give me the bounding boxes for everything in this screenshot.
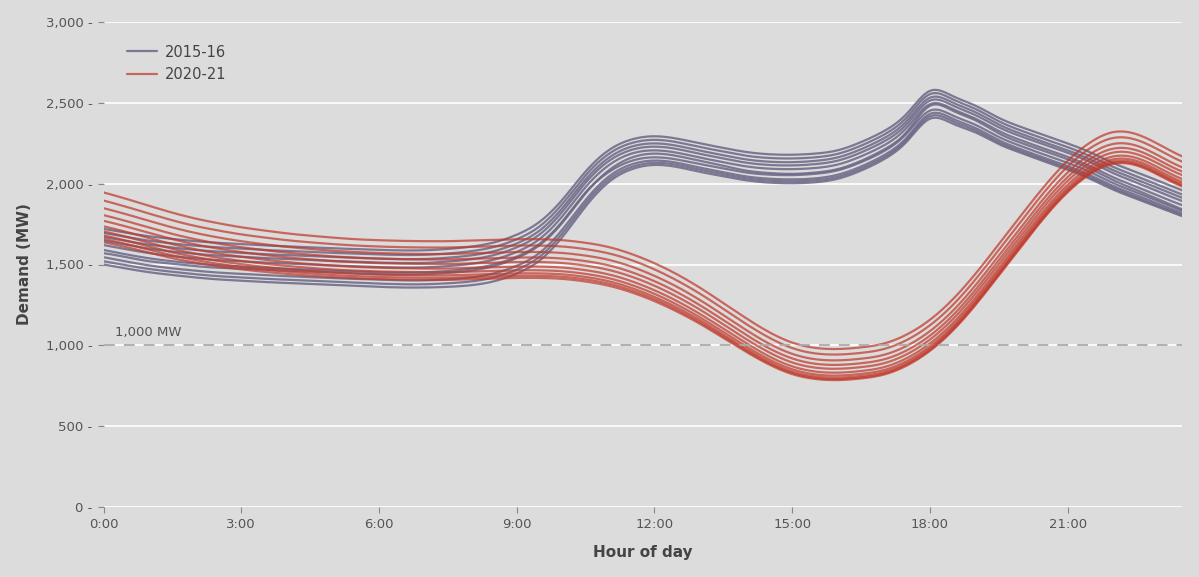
2015-16 <box>734 166 748 173</box>
2015-16 <box>397 271 411 278</box>
2020-21 <box>1114 128 1128 135</box>
2015-16 <box>819 168 833 175</box>
Text: 1,000 MW: 1,000 MW <box>115 326 181 339</box>
2015-16 <box>288 268 302 275</box>
Legend: 2015-16, 2020-21: 2015-16, 2020-21 <box>121 39 233 88</box>
2015-16 <box>586 181 601 188</box>
Y-axis label: Demand (MW): Demand (MW) <box>17 204 31 325</box>
2020-21 <box>96 189 110 196</box>
Line: 2020-21: 2020-21 <box>103 132 1182 349</box>
2020-21 <box>910 325 924 332</box>
2020-21 <box>288 231 302 238</box>
2020-21 <box>817 345 831 352</box>
2020-21 <box>374 237 388 243</box>
2015-16 <box>928 101 942 108</box>
X-axis label: Hour of day: Hour of day <box>594 545 693 560</box>
Line: 2015-16: 2015-16 <box>103 104 1182 275</box>
2020-21 <box>827 346 842 353</box>
2015-16 <box>1175 206 1189 213</box>
2020-21 <box>1175 153 1189 160</box>
2020-21 <box>584 240 598 247</box>
2020-21 <box>733 310 747 317</box>
2015-16 <box>374 271 388 278</box>
2015-16 <box>910 114 924 121</box>
2015-16 <box>96 250 110 257</box>
